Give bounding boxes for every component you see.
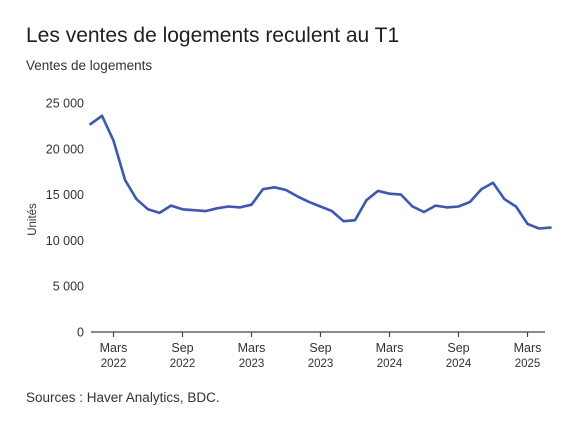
chart-subtitle: Ventes de logements [26,58,153,73]
x-tick-year: 2022 [101,358,127,370]
y-tick-label: 20 000 [46,142,84,156]
plot-area [89,114,552,230]
x-tick-month: Mars [100,341,128,355]
x-tick-month: Mars [238,341,266,355]
y-tick-label: 0 [77,326,84,340]
y-axis: 0 5 000 10 000 15 000 20 000 25 000 [46,97,84,340]
x-tick-year: 2024 [377,358,403,370]
x-tick-month: Sep [309,341,331,355]
series-line-0 [89,114,552,230]
x-tick-year: 2025 [515,358,541,370]
y-tick-label: 10 000 [46,234,84,248]
x-tick-year: 2023 [239,358,265,370]
x-axis: Mars 2022 Sep 2022 Mars 2023 Sep 2023 Mars 2024 Se… [91,331,545,370]
x-tick-month: Mars [376,341,404,355]
y-tick-label: 15 000 [46,188,84,202]
source-note: Sources : Haver Analytics, BDC. [26,390,220,405]
y-axis-label: Unités [27,203,39,236]
x-tick-year: 2023 [308,358,334,370]
x-tick-month: Sep [447,341,469,355]
y-tick-label: 25 000 [46,97,84,111]
x-tick-year: 2024 [446,358,472,370]
x-tick-year: 2022 [170,358,196,370]
y-tick-label: 5 000 [53,280,84,294]
x-tick-month: Mars [514,341,542,355]
x-tick-month: Sep [171,341,193,355]
chart-title: Les ventes de logements reculent au T1 [26,24,400,47]
